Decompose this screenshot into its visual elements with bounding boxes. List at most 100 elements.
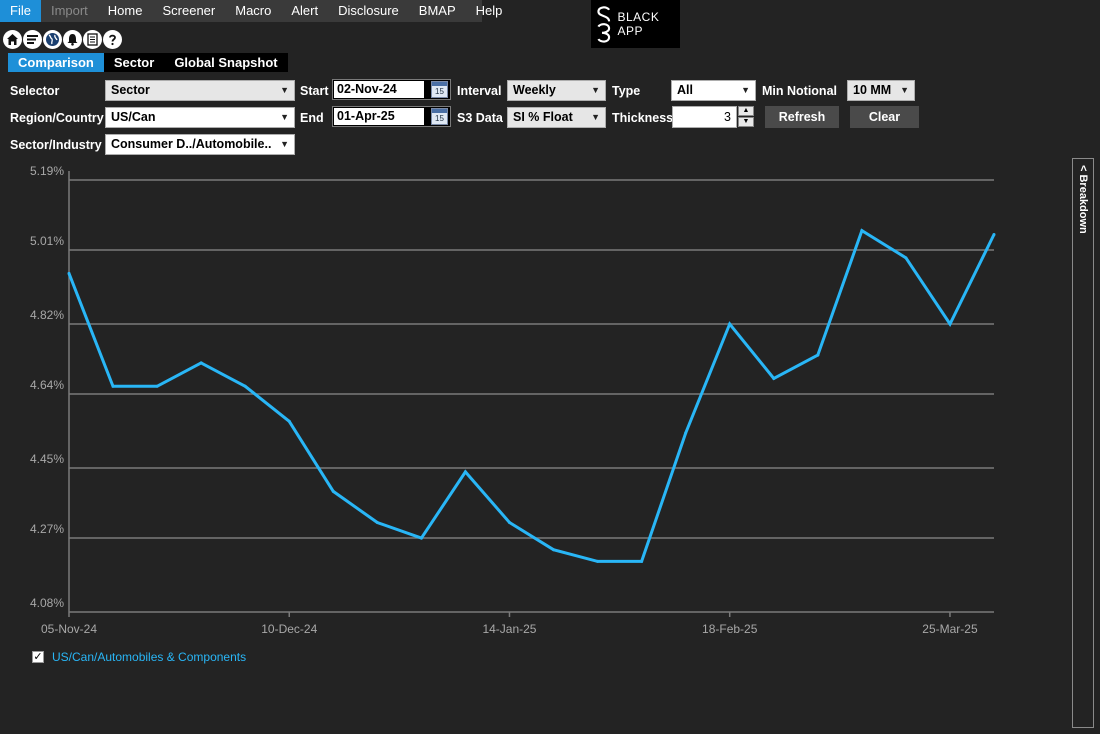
x-tick-label: 25-Mar-25 (922, 622, 978, 636)
calendar-icon[interactable]: 15 (431, 108, 448, 125)
menu-home[interactable]: Home (107, 3, 143, 18)
s3data-value: SI % Float (513, 110, 573, 124)
s3data-dropdown[interactable]: SI % Float ▼ (507, 107, 606, 128)
tab-global-snapshot[interactable]: Global Snapshot (164, 53, 288, 72)
start-date-value[interactable]: 02-Nov-24 (334, 81, 424, 98)
chart-legend: ✓ US/Can/Automobiles & Components (32, 650, 246, 664)
interval-label: Interval (457, 84, 502, 98)
thickness-input[interactable]: 3 (672, 106, 737, 128)
type-label: Type (612, 84, 641, 98)
data-point (772, 376, 776, 380)
data-point (640, 559, 644, 563)
data-point (463, 470, 467, 474)
interval-dropdown[interactable]: Weekly ▼ (507, 80, 606, 101)
x-tick-label: 14-Jan-25 (482, 622, 536, 636)
selector-value: Sector (111, 83, 150, 97)
toolbar (3, 30, 122, 49)
data-point (684, 431, 688, 435)
menu-help[interactable]: Help (475, 3, 503, 18)
help-icon[interactable] (103, 30, 122, 49)
chevron-down-icon: ▼ (591, 112, 600, 122)
data-point (287, 419, 291, 423)
document-icon[interactable] (83, 30, 102, 49)
type-dropdown[interactable]: All ▼ (671, 80, 756, 101)
selector-label: Selector (10, 84, 60, 98)
spin-up-icon[interactable]: ▲ (738, 106, 754, 116)
sector-industry-value: Consumer D../Automobile.. (111, 137, 272, 151)
menu-screener[interactable]: Screener (162, 3, 216, 18)
chevron-down-icon: ▼ (280, 85, 289, 95)
chevron-down-icon: ▼ (280, 112, 289, 122)
selector-dropdown[interactable]: Sector ▼ (105, 80, 295, 101)
region-dropdown[interactable]: US/Can ▼ (105, 107, 295, 128)
end-label: End (300, 111, 324, 125)
data-point (419, 536, 423, 540)
data-point (507, 520, 511, 524)
data-point (67, 271, 71, 275)
chevron-down-icon: ▼ (900, 85, 909, 95)
tab-bar: Comparison Sector Global Snapshot (8, 53, 288, 72)
series-line (67, 228, 996, 563)
sector-industry-label: Sector/Industry (10, 138, 102, 152)
menu-bmap[interactable]: BMAP (418, 3, 456, 18)
x-tick-label: 10-Dec-24 (261, 622, 317, 636)
x-tick-label: 18-Feb-25 (702, 622, 758, 636)
data-point (111, 384, 115, 388)
chevron-down-icon: ▼ (591, 85, 600, 95)
legend-label: US/Can/Automobiles & Components (52, 650, 247, 664)
calendar-icon[interactable]: 15 (431, 81, 448, 98)
home-icon[interactable] (3, 30, 22, 49)
spin-down-icon[interactable]: ▼ (738, 117, 754, 127)
bell-icon[interactable] (63, 30, 82, 49)
thickness-stepper[interactable]: ▲ ▼ (738, 106, 756, 128)
s3-logo-icon (597, 6, 611, 43)
series-checkbox[interactable]: ✓ (32, 651, 44, 663)
menu-bar: File Import Home Screener Macro Alert Disclosu… (0, 0, 502, 22)
data-point (816, 353, 820, 357)
region-label: Region/Country (10, 111, 104, 125)
globe-icon[interactable] (43, 30, 62, 49)
menu-macro[interactable]: Macro (235, 3, 272, 18)
thickness-label: Thickness (612, 111, 674, 125)
data-point (243, 384, 247, 388)
menu-alert[interactable]: Alert (291, 3, 319, 18)
data-point (596, 559, 600, 563)
sector-industry-dropdown[interactable]: Consumer D../Automobile.. ▼ (105, 134, 295, 155)
y-tick-label: 4.64% (30, 378, 64, 392)
chevron-down-icon: ▼ (280, 139, 289, 149)
data-point (552, 548, 556, 552)
tab-comparison[interactable]: Comparison (8, 53, 104, 72)
s3data-label: S3 Data (457, 111, 503, 125)
tab-sector[interactable]: Sector (103, 53, 165, 72)
breakdown-toggle[interactable]: < Breakdown (1077, 165, 1089, 234)
data-point (860, 229, 864, 233)
type-value: All (677, 83, 693, 97)
end-date-value[interactable]: 01-Apr-25 (334, 108, 424, 125)
menu-import: Import (50, 3, 88, 18)
end-date-picker[interactable]: 01-Apr-25 15 (332, 106, 451, 127)
menu-disclosure[interactable]: Disclosure (338, 3, 399, 18)
y-tick-label: 4.82% (30, 308, 64, 322)
menu-file[interactable]: File (0, 0, 41, 22)
refresh-button[interactable]: Refresh (765, 106, 839, 128)
start-label: Start (300, 84, 329, 98)
y-tick-label: 4.27% (30, 522, 64, 536)
start-date-picker[interactable]: 02-Nov-24 15 (332, 79, 451, 100)
y-tick-label: 5.01% (30, 234, 64, 248)
data-point (199, 361, 203, 365)
min-notional-label: Min Notional (762, 84, 837, 98)
data-point (992, 232, 996, 236)
chevron-down-icon: ▼ (741, 85, 750, 95)
region-value: US/Can (111, 110, 156, 124)
data-point (948, 322, 952, 326)
y-tick-label: 4.08% (30, 596, 64, 610)
breakdown-panel[interactable]: < Breakdown (1072, 158, 1094, 728)
data-point (331, 489, 335, 493)
clear-button[interactable]: Clear (850, 106, 919, 128)
line-chart: 5.19% 5.01% 4.82% 4.64% 4.45% 4.27% 4.08% 05-No… (30, 164, 996, 636)
list-icon[interactable] (23, 30, 42, 49)
app-logo: BLACK APP (591, 0, 680, 48)
interval-value: Weekly (513, 83, 556, 97)
y-tick-label: 4.45% (30, 452, 64, 466)
min-notional-dropdown[interactable]: 10 MM ▼ (847, 80, 915, 101)
